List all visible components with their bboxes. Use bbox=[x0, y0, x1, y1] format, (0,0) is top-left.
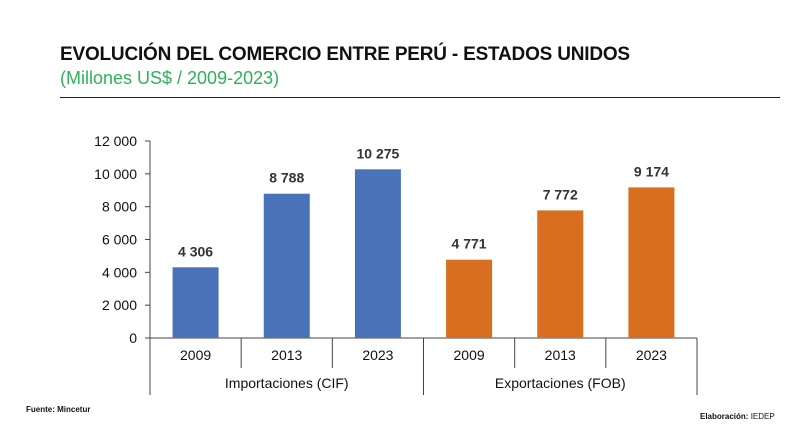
x-tick-label: 2013 bbox=[545, 347, 576, 363]
x-tick-label: 2009 bbox=[454, 347, 485, 363]
y-tick-label: 4 000 bbox=[102, 264, 137, 280]
group-label: Exportaciones (FOB) bbox=[495, 375, 626, 391]
data-label: 4 771 bbox=[452, 236, 487, 252]
data-label: 9 174 bbox=[634, 163, 669, 179]
data-label: 7 772 bbox=[543, 186, 578, 202]
y-tick-label: 12 000 bbox=[94, 133, 137, 149]
data-label: 8 788 bbox=[269, 170, 304, 186]
bar-0-0 bbox=[173, 267, 219, 338]
credit-label: Elaboración: bbox=[700, 412, 748, 421]
data-label: 10 275 bbox=[357, 145, 400, 161]
x-tick-label: 2023 bbox=[636, 347, 667, 363]
bar-1-0 bbox=[446, 260, 492, 338]
source-note: Fuente: Mincetur bbox=[26, 405, 90, 414]
bar-chart: 0 2 000 4 000 6 000 8 000 10 000 12 000 4 306 20… bbox=[0, 0, 800, 446]
y-tick-label: 8 000 bbox=[102, 199, 137, 215]
x-tick-label: 2023 bbox=[362, 347, 393, 363]
x-tick-label: 2009 bbox=[180, 347, 211, 363]
group-label: Importaciones (CIF) bbox=[225, 375, 349, 391]
credit-value: IEDEP bbox=[751, 412, 775, 421]
y-tick-label: 0 bbox=[129, 330, 137, 346]
y-tick-label: 2 000 bbox=[102, 297, 137, 313]
bar-0-2 bbox=[355, 169, 401, 338]
y-tick-label: 6 000 bbox=[102, 232, 137, 248]
bar-0-1 bbox=[264, 194, 310, 338]
y-tick-label: 10 000 bbox=[94, 166, 137, 182]
bar-1-2 bbox=[628, 187, 674, 338]
x-tick-label: 2013 bbox=[271, 347, 302, 363]
credit-note: Elaboración: IEDEP bbox=[700, 412, 775, 421]
data-label: 4 306 bbox=[178, 243, 213, 259]
bar-1-1 bbox=[537, 210, 583, 338]
